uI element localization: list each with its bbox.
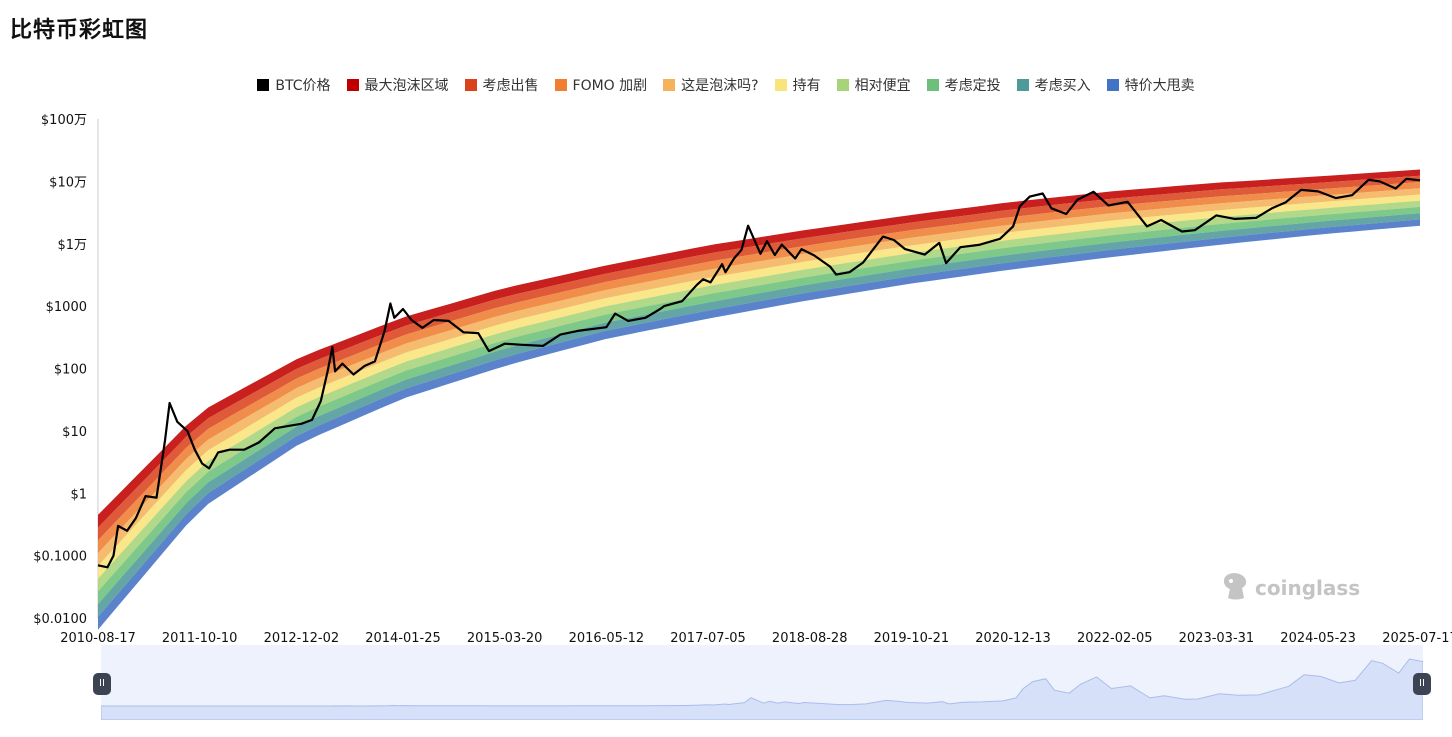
legend-label: 特价大甩卖: [1124, 78, 1195, 94]
x-tick-label: 2025-07-17: [1382, 631, 1452, 646]
rainbow-bands: [98, 169, 1420, 630]
x-tick-label: 2019-10-21: [874, 631, 950, 646]
y-tick-label: $1万: [57, 238, 87, 253]
rainbow-band: [98, 213, 1420, 617]
x-tick-label: 2016-05-12: [569, 631, 645, 646]
rainbow-band: [98, 200, 1420, 592]
coinglass-watermark: coinglass: [1223, 573, 1360, 600]
watermark-text: coinglass: [1255, 576, 1360, 600]
rainbow-band: [98, 219, 1420, 630]
legend-swatch: [257, 79, 270, 91]
x-axis: 2010-08-17 2011-10-10 2012-12-02 2014-01-25…: [60, 631, 1452, 646]
legend-swatch: [663, 79, 676, 91]
legend-label: 考虑买入: [1034, 78, 1091, 94]
legend-item[interactable]: 相对便宜: [836, 75, 911, 95]
x-tick-label: 2018-08-28: [772, 631, 848, 646]
chart-legend: BTC价格 最大泡沫区域 考虑出售 FOMO 加剧 这是泡沫吗? 持有 相对便宜 考虑定投 考虑…: [0, 74, 1452, 96]
rainbow-band: [98, 188, 1420, 566]
legend-label: 这是泡沫吗?: [681, 78, 759, 94]
legend-swatch: [554, 79, 567, 91]
rainbow-band: [98, 194, 1420, 579]
y-axis: $100万 $10万 $1万 $1000 $100 $10 $1 $0.1000 $0.0100: [33, 113, 99, 627]
y-tick-label: $1: [70, 487, 87, 502]
y-tick-label: $10: [62, 425, 87, 440]
navigator-right-handle[interactable]: II: [1413, 673, 1431, 695]
btc-price-line: [97, 177, 1421, 569]
legend-swatch: [1016, 79, 1029, 91]
legend-swatch: [346, 79, 359, 91]
x-tick-label: 2017-07-05: [670, 631, 746, 646]
legend-item[interactable]: 持有: [774, 75, 821, 95]
x-tick-label: 2024-05-23: [1280, 631, 1356, 646]
time-navigator[interactable]: [100, 645, 1424, 721]
legend-swatch: [836, 79, 849, 91]
coinglass-logo-icon: [1223, 573, 1247, 600]
legend-label: FOMO 加剧: [572, 78, 648, 94]
legend-swatch: [464, 79, 477, 91]
navigator-area: [100, 658, 1424, 721]
x-tick-label: 2020-12-13: [975, 631, 1051, 646]
btc-price-layer: [97, 177, 1421, 569]
y-tick-label: $0.1000: [33, 550, 87, 565]
page-title: 比特币彩虹图: [10, 18, 149, 43]
navigator-preview: [100, 658, 1424, 721]
x-tick-label: 2011-10-10: [162, 631, 238, 646]
x-tick-label: 2010-08-17: [60, 631, 136, 646]
legend-item[interactable]: 考虑出售: [464, 75, 539, 95]
legend-item[interactable]: FOMO 加剧: [554, 75, 648, 95]
y-tick-label: $100万: [41, 113, 87, 128]
y-tick-label: $1000: [46, 300, 87, 315]
x-tick-label: 2015-03-20: [467, 631, 543, 646]
rainbow-band: [98, 169, 1420, 528]
legend-swatch: [774, 79, 787, 91]
x-tick-label: 2012-12-02: [264, 631, 340, 646]
y-tick-label: $10万: [49, 175, 87, 190]
legend-label: 考虑定投: [944, 78, 1001, 94]
rainbow-band: [98, 206, 1420, 605]
legend-item[interactable]: 考虑买入: [1016, 75, 1091, 95]
legend-swatch: [926, 79, 939, 91]
legend-item[interactable]: BTC价格: [257, 75, 331, 95]
legend-item[interactable]: 最大泡沫区域: [346, 75, 449, 95]
y-tick-label: $0.0100: [33, 612, 87, 627]
x-tick-label: 2022-02-05: [1077, 631, 1153, 646]
legend-label: 相对便宜: [854, 78, 911, 94]
legend-label: BTC价格: [275, 78, 331, 94]
x-tick-label: 2014-01-25: [365, 631, 441, 646]
y-tick-label: $100: [54, 363, 87, 378]
x-tick-label: 2023-03-31: [1179, 631, 1255, 646]
legend-label: 最大泡沫区域: [364, 78, 449, 94]
rainbow-band: [98, 182, 1420, 554]
legend-label: 持有: [792, 78, 821, 94]
legend-item[interactable]: 特价大甩卖: [1106, 75, 1195, 95]
legend-item[interactable]: 考虑定投: [926, 75, 1001, 95]
legend-swatch: [1106, 79, 1119, 91]
legend-item[interactable]: 这是泡沫吗?: [663, 75, 759, 95]
navigator-left-handle[interactable]: II: [93, 673, 111, 695]
legend-label: 考虑出售: [482, 78, 539, 94]
